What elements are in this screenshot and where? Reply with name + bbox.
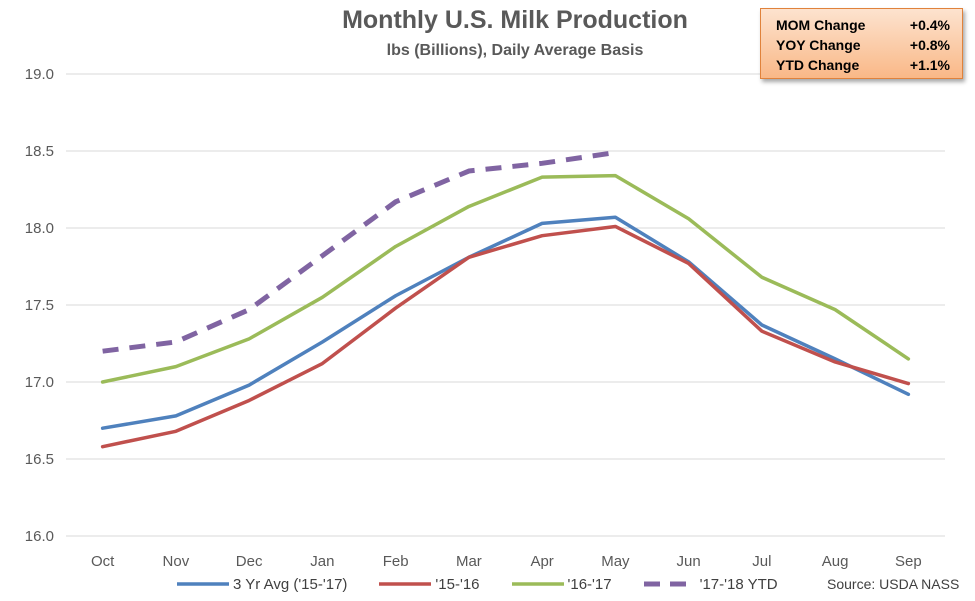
gridlines [66, 73, 945, 537]
legend-item: '17-'18 YTD [642, 576, 778, 593]
stat-label: MOM Change [776, 17, 866, 33]
chart-subtitle: lbs (Billions), Daily Average Basis [386, 42, 644, 59]
chart-legend: 3 Yr Avg ('15-'17) '15-'16 '16-'17 '17-'18 … [175, 573, 808, 595]
x-tick-label: May [601, 553, 630, 570]
stat-row-mom: MOM Change +0.4% [776, 15, 950, 35]
legend-swatch [643, 581, 696, 587]
y-tick-label: 19.0 [25, 66, 54, 83]
x-tick-label: Oct [91, 553, 115, 570]
stat-value: +0.4% [909, 17, 950, 33]
y-axis-labels: 16.0 16.5 17.0 17.5 18.0 18.5 19.0 [25, 66, 54, 545]
x-tick-label: Apr [530, 553, 553, 570]
y-tick-label: 18.5 [25, 143, 54, 160]
legend-swatch [511, 582, 564, 586]
chart-title: Monthly U.S. Milk Production [342, 6, 688, 34]
x-tick-label: Nov [163, 553, 190, 570]
legend-label: '15-'16 [435, 575, 480, 593]
x-tick-label: Aug [822, 553, 849, 570]
stat-label: YTD Change [776, 57, 860, 73]
legend-label: 3 Yr Avg ('15-'17) [233, 575, 348, 593]
y-tick-label: 16.5 [25, 451, 54, 468]
x-tick-label: Jun [677, 553, 701, 570]
series-line-2 [100, 173, 911, 384]
x-tick-label: Mar [456, 553, 482, 570]
series-line-0 [100, 215, 911, 430]
x-tick-label: Dec [236, 553, 263, 570]
x-tick-label: Jul [752, 553, 771, 570]
source-note: Source: USDA NASS [827, 576, 960, 592]
legend-item: 3 Yr Avg ('15-'17) [175, 576, 347, 593]
series-line-3 [102, 150, 616, 354]
legend-label: '16-'17 [567, 575, 612, 593]
legend-item: '16-'17 [510, 576, 612, 593]
x-tick-label: Jan [310, 553, 334, 570]
legend-swatch [177, 582, 229, 586]
x-tick-label: Sep [895, 553, 922, 570]
y-tick-label: 17.5 [25, 297, 54, 314]
series-lines [100, 150, 911, 449]
stat-value: +0.8% [909, 37, 950, 53]
x-tick-label: Feb [383, 553, 409, 570]
y-tick-label: 16.0 [25, 528, 54, 545]
stat-value: +1.1% [909, 57, 950, 73]
legend-item: '15-'16 [377, 575, 480, 593]
stat-row-yoy: YOY Change +0.8% [776, 35, 950, 55]
legend-swatch [379, 582, 432, 586]
legend-label: '17-'18 YTD [699, 575, 778, 593]
change-summary-box: MOM Change +0.4% YOY Change +0.8% YTD Ch… [760, 8, 963, 79]
stat-row-ytd: YTD Change +1.1% [776, 55, 950, 75]
x-axis-labels: Oct Nov Dec Jan Feb Mar Apr May Jun Jul Aug Sep [91, 553, 922, 570]
y-tick-label: 17.0 [25, 374, 54, 391]
series-line-1 [100, 224, 911, 449]
y-tick-label: 18.0 [25, 220, 54, 237]
stat-label: YOY Change [776, 37, 861, 53]
